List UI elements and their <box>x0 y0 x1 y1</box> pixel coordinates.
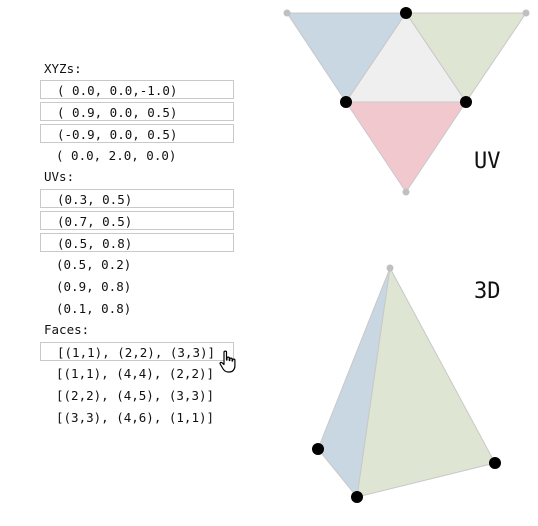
uvs-label: UVs: <box>44 169 75 184</box>
hand-pointer-icon <box>219 350 236 373</box>
uv-view-label: UV <box>474 149 501 174</box>
3d-view-label: 3D <box>474 279 501 304</box>
uv-point-bottom <box>402 188 410 196</box>
face-row-4[interactable]: [(3,3), (4,6), (1,1)] <box>56 410 215 425</box>
uv-row-5[interactable]: (0.9, 0.8) <box>56 279 132 294</box>
uv-row-2[interactable]: (0.7, 0.5) <box>40 211 234 230</box>
face-row-2[interactable]: [(1,1), (4,4), (2,2)] <box>56 366 215 381</box>
uv-vertex-right[interactable] <box>460 96 472 108</box>
uv-row-6[interactable]: (0.1, 0.8) <box>56 301 132 316</box>
3d-vertex-left[interactable] <box>312 443 324 455</box>
3d-vertex-right[interactable] <box>489 457 501 469</box>
faces-label: Faces: <box>44 322 90 337</box>
uv-vertex-left[interactable] <box>340 96 352 108</box>
xyz-row-4[interactable]: ( 0.0, 2.0, 0.0) <box>56 148 177 163</box>
uv-view <box>283 7 530 196</box>
uv-row-1[interactable]: (0.3, 0.5) <box>40 189 234 208</box>
xyz-row-2[interactable]: ( 0.9, 0.0, 0.5) <box>40 102 234 121</box>
face-row-3[interactable]: [(2,2), (4,5), (3,3)] <box>56 388 215 403</box>
xyz-row-3[interactable]: (-0.9, 0.0, 0.5) <box>40 124 234 143</box>
3d-point-apex <box>386 264 394 272</box>
3d-face-green <box>356 266 496 498</box>
3d-vertex-front[interactable] <box>351 491 363 503</box>
uv-row-4[interactable]: (0.5, 0.2) <box>56 257 132 272</box>
xyzs-label: XYZs: <box>44 61 82 76</box>
face-row-1[interactable]: [(1,1), (2,2), (3,3)] <box>40 342 234 361</box>
3d-view <box>312 264 501 503</box>
uv-face-red <box>345 101 467 193</box>
xyz-row-1[interactable]: ( 0.0, 0.0,-1.0) <box>40 80 234 99</box>
uv-point-tr <box>522 9 530 17</box>
uv-row-3[interactable]: (0.5, 0.8) <box>40 233 234 252</box>
uv-vertex-top[interactable] <box>400 7 412 19</box>
uv-point-tl <box>283 9 291 17</box>
